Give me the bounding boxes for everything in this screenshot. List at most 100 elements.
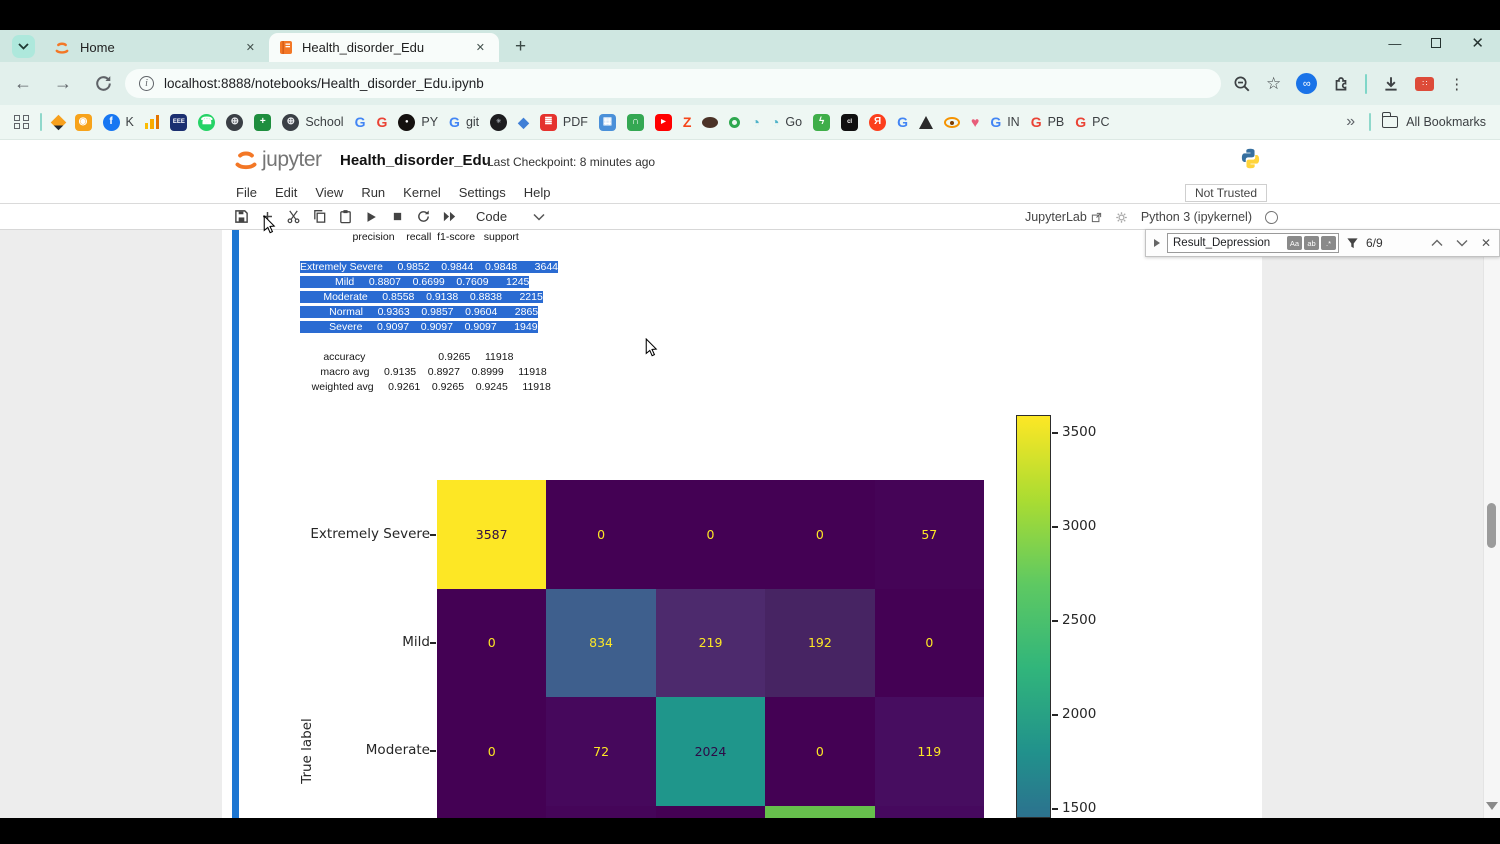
reload-button[interactable] <box>94 74 113 93</box>
extension-red-icon[interactable]: ∷ <box>1415 76 1435 91</box>
bookmark-picsart[interactable]: ◉ <box>74 113 92 131</box>
menu-edit[interactable]: Edit <box>274 184 298 200</box>
bookmark-analytics[interactable] <box>144 115 160 129</box>
bookmark-swirl[interactable]: ◔ <box>751 115 759 129</box>
run-all-button[interactable] <box>436 206 462 228</box>
find-next-icon[interactable] <box>1456 239 1468 247</box>
cut-cell-button[interactable] <box>280 206 306 228</box>
bookmark-kite[interactable] <box>50 114 66 130</box>
bookmark-google-pb[interactable]: G PB <box>1031 115 1065 129</box>
extension-blue-icon[interactable]: ∞ <box>1296 73 1318 94</box>
bookmark-school-globe[interactable]: ⊕ School <box>282 113 344 131</box>
site-info-icon[interactable]: i <box>139 76 154 91</box>
bookmark-google-g-1[interactable]: G <box>355 115 366 129</box>
find-input[interactable] <box>1168 237 1278 249</box>
run-cell-button[interactable] <box>358 206 384 228</box>
bookmark-google-g-2[interactable]: G <box>376 115 387 129</box>
cell-type-chevron-icon[interactable] <box>533 213 545 221</box>
settings-gear-icon[interactable] <box>1115 211 1128 224</box>
tab-close-icon[interactable]: ✕ <box>245 42 255 54</box>
scrollbar-thumb[interactable] <box>1487 503 1496 548</box>
classification-report-output[interactable]: precision recall f1-score support Extrem… <box>300 230 558 395</box>
colorbar-tick-label: 3500 <box>1062 424 1097 440</box>
cell-type-dropdown[interactable]: Code <box>476 209 508 224</box>
bookmark-apps-grid[interactable] <box>14 114 29 130</box>
back-button[interactable]: ← <box>14 73 32 93</box>
tab-close-icon[interactable]: ✕ <box>475 42 485 54</box>
bookmark-star-icon[interactable]: ☆ <box>1266 73 1282 93</box>
download-icon[interactable] <box>1382 75 1400 93</box>
bookmarks-overflow-button[interactable]: » <box>1346 113 1356 130</box>
menu-kernel[interactable]: Kernel <box>403 184 441 200</box>
page-margin-right <box>1262 230 1483 818</box>
menu-view[interactable]: View <box>315 184 344 200</box>
bookmark-yandex[interactable]: Я <box>869 113 887 131</box>
notebook-title[interactable]: Health_disorder_Edu <box>340 152 491 169</box>
bookmark-android[interactable]: ∩ <box>626 113 644 131</box>
bookmark-eee[interactable]: EEE <box>170 113 188 131</box>
active-cell-indicator[interactable] <box>232 230 239 818</box>
colorbar-tick-label: 2500 <box>1062 612 1097 628</box>
paste-cell-button[interactable] <box>332 206 358 228</box>
bookmark-youtube[interactable]: ▶ <box>654 113 672 131</box>
regex-toggle[interactable]: .* <box>1321 236 1336 250</box>
close-button[interactable]: ✕ <box>1471 35 1484 52</box>
bookmark-green-ring[interactable] <box>729 116 741 128</box>
bookmark-google-in[interactable]: G IN <box>990 115 1019 129</box>
bookmark-football[interactable] <box>702 116 719 128</box>
copy-cell-button[interactable] <box>306 206 332 228</box>
zoom-out-icon[interactable] <box>1233 75 1251 93</box>
menu-help[interactable]: Help <box>523 184 551 200</box>
scrollbar-down-arrow[interactable] <box>1486 802 1498 810</box>
trust-status-badge[interactable]: Not Trusted <box>1184 184 1267 202</box>
find-close-icon[interactable]: ✕ <box>1480 236 1491 250</box>
jupyter-logo-icon[interactable] <box>233 148 259 173</box>
bookmark-eye[interactable] <box>944 116 960 128</box>
find-expand-icon[interactable] <box>1154 239 1160 247</box>
bookmark-heart[interactable]: ♥ <box>971 115 979 129</box>
bookmark-zerodha[interactable]: Z <box>683 115 692 129</box>
jupyter-wordmark[interactable]: jupyter <box>262 148 322 171</box>
extensions-puzzle-icon[interactable] <box>1332 75 1350 93</box>
kernel-name[interactable]: Python 3 (ipykernel) <box>1140 210 1252 224</box>
save-button[interactable] <box>228 206 254 228</box>
bookmark-cl-badge[interactable]: cl <box>841 113 859 131</box>
bookmark-blue-bench[interactable]: ▦ <box>598 113 616 131</box>
bookmark-globe-dark[interactable]: ⊕ <box>226 113 244 131</box>
matrix-cell-r3c1 <box>546 805 656 818</box>
tab-health-disorder-edu[interactable]: Health_disorder_Edu ✕ <box>269 33 499 62</box>
filter-icon[interactable] <box>1346 237 1359 250</box>
new-tab-button[interactable]: + <box>515 36 527 57</box>
tab-search-button[interactable] <box>12 35 35 58</box>
menu-settings[interactable]: Settings <box>458 184 506 200</box>
all-bookmarks-button[interactable]: All Bookmarks <box>1406 115 1486 129</box>
bookmark-github-py[interactable]: ● PY <box>398 113 438 131</box>
interrupt-kernel-button[interactable] <box>384 206 410 228</box>
bookmark-pdf[interactable]: ≣ PDF <box>539 113 588 131</box>
jupyterlab-link[interactable]: JupyterLab <box>1025 210 1102 224</box>
bookmark-blue-bird[interactable]: ◆ <box>518 115 529 129</box>
match-case-toggle[interactable]: Aa <box>1287 236 1302 250</box>
menu-run[interactable]: Run <box>361 184 386 200</box>
bookmark-sheets[interactable]: + <box>254 113 272 131</box>
menu-file[interactable]: File <box>236 184 257 200</box>
address-bar[interactable]: i localhost:8888/notebooks/Health_disord… <box>125 69 1221 98</box>
bookmark-matlab[interactable] <box>919 115 933 129</box>
forward-button[interactable]: → <box>54 73 72 93</box>
bookmark-google-pc[interactable]: G PC <box>1075 115 1109 129</box>
minimize-button[interactable]: — <box>1388 35 1402 51</box>
swirl-icon: ◔ <box>751 114 760 130</box>
bookmark-google-g-3[interactable]: G <box>897 115 908 129</box>
restart-kernel-button[interactable] <box>410 206 436 228</box>
bookmark-lightning[interactable]: ϟ <box>813 113 831 131</box>
browser-menu-icon[interactable]: ⋮ <box>1449 75 1465 93</box>
bookmark-whatsapp[interactable]: ☎ <box>198 113 216 131</box>
bookmark-wheel[interactable]: ✳ <box>490 113 508 131</box>
find-previous-icon[interactable] <box>1431 239 1443 247</box>
whole-word-toggle[interactable]: ab <box>1304 236 1319 250</box>
bookmark-swirl-go[interactable]: ◔ Go <box>771 115 802 129</box>
maximize-button[interactable] <box>1431 38 1442 48</box>
tab-home[interactable]: Home ✕ <box>43 33 269 62</box>
